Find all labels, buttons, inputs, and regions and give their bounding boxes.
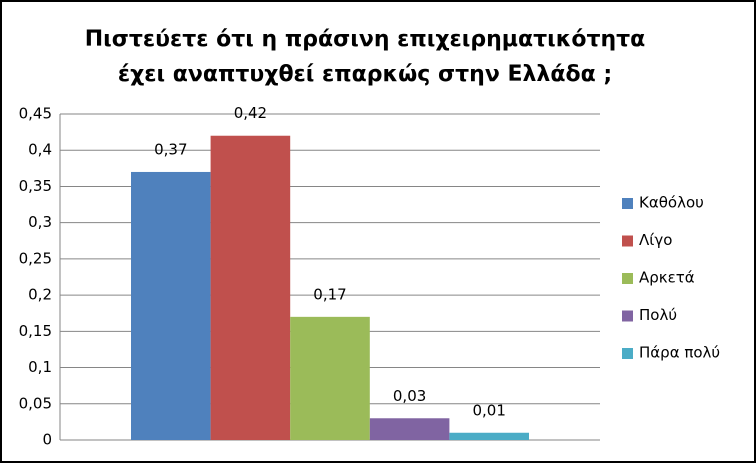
bar — [210, 135, 291, 440]
y-tick-label: 0,1 — [28, 358, 52, 376]
legend-label: Πολύ — [639, 306, 677, 324]
legend-swatch — [622, 273, 633, 284]
bar — [131, 171, 211, 440]
data-label: 0,42 — [234, 104, 267, 122]
y-tick-label: 0,25 — [19, 249, 52, 267]
y-tick-label: 0,15 — [19, 322, 52, 340]
y-tick-label: 0,45 — [19, 105, 52, 123]
data-label: 0,01 — [472, 401, 505, 419]
y-tick-label: 0,4 — [28, 141, 52, 159]
chart-title: έχει αναπτυχθεί επαρκώς στην Ελλάδα ; — [118, 62, 612, 87]
bar — [369, 418, 450, 440]
data-label: 0,17 — [313, 285, 346, 303]
legend-swatch — [622, 198, 633, 209]
legend-label: Αρκετά — [639, 269, 695, 287]
legend-swatch — [622, 348, 633, 359]
bar — [290, 316, 370, 440]
legend-swatch — [622, 310, 633, 322]
y-tick-label: 0,05 — [19, 394, 52, 412]
legend-label: Πάρα πολύ — [639, 344, 720, 362]
data-label: 0,37 — [154, 140, 187, 158]
legend-swatch — [622, 235, 633, 247]
bar — [449, 432, 529, 440]
legend-label: Λίγο — [639, 231, 672, 249]
chart-title: Πιστεύετε ότι η πράσινη επιχειρηματικότη… — [85, 27, 646, 52]
y-tick-label: 0 — [42, 431, 52, 449]
y-tick-label: 0,3 — [28, 213, 52, 231]
legend-label: Καθόλου — [639, 194, 704, 212]
y-tick-label: 0,2 — [28, 286, 52, 304]
data-label: 0,03 — [393, 387, 426, 405]
y-tick-label: 0,35 — [19, 177, 52, 195]
